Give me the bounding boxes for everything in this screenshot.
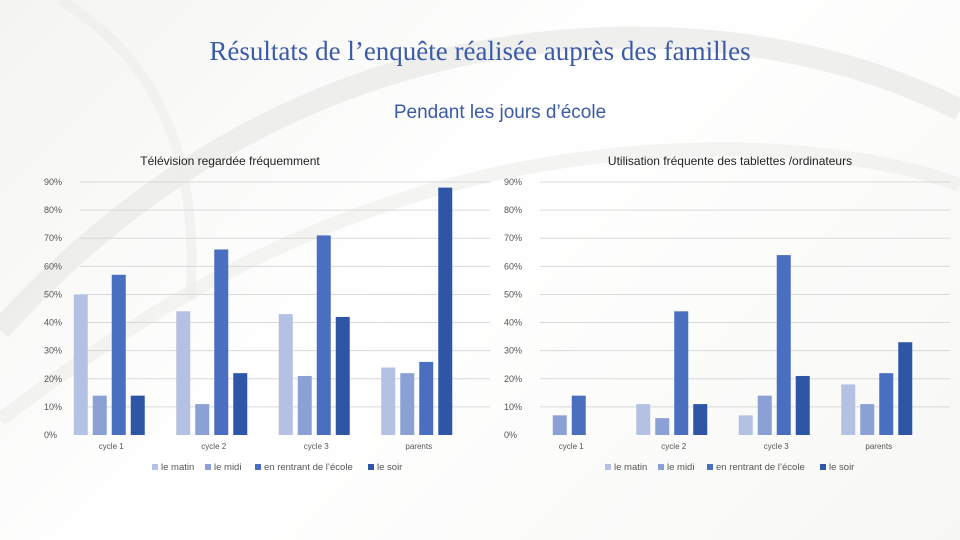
bar-2-4 <box>860 404 875 435</box>
y-tick-label: 20% <box>44 374 62 384</box>
bar-1-1 <box>73 294 88 435</box>
bar-1-3 <box>278 314 293 435</box>
bar-1-2 <box>636 404 651 435</box>
chart-title: Utilisation fréquente des tablettes /ord… <box>608 154 852 168</box>
bar-3-4 <box>879 373 894 435</box>
bar-4-2 <box>233 373 248 435</box>
slide-title: Résultats de l’enquête réalisée auprès d… <box>209 36 751 66</box>
legend-swatch <box>820 464 826 470</box>
y-tick-label: 70% <box>504 233 522 243</box>
y-tick-label: 80% <box>44 205 62 215</box>
bar-3-3 <box>776 255 791 435</box>
bar-2-1 <box>92 395 107 435</box>
bar-1-4 <box>841 384 856 435</box>
legend-swatch <box>658 464 664 470</box>
category-label: cycle 2 <box>201 442 226 451</box>
category-label: parents <box>865 442 892 451</box>
bar-3-2 <box>214 249 229 435</box>
legend-swatch <box>368 464 374 470</box>
legend-label: le matin <box>161 462 194 473</box>
y-tick-label: 60% <box>504 261 522 271</box>
bar-3-3 <box>316 235 331 435</box>
bar-2-1 <box>552 415 567 435</box>
bar-2-2 <box>195 404 210 435</box>
y-tick-label: 90% <box>504 177 522 187</box>
bar-3-2 <box>674 311 689 435</box>
y-tick-label: 20% <box>504 374 522 384</box>
bar-2-3 <box>297 375 312 435</box>
legend-swatch <box>152 464 158 470</box>
bar-2-3 <box>757 395 772 435</box>
legend-label: en rentrant de l’école <box>716 462 805 473</box>
category-label: cycle 1 <box>559 442 584 451</box>
bar-4-2 <box>693 404 708 435</box>
bar-1-3 <box>738 415 753 435</box>
y-tick-label: 40% <box>44 318 62 328</box>
bar-3-4 <box>419 361 434 435</box>
legend-swatch <box>605 464 611 470</box>
y-tick-label: 90% <box>44 177 62 187</box>
y-tick-label: 30% <box>504 346 522 356</box>
y-tick-label: 50% <box>44 289 62 299</box>
legend-label: en rentrant de l’école <box>264 462 353 473</box>
y-tick-label: 0% <box>44 430 57 440</box>
bar-4-4 <box>898 342 913 435</box>
legend-swatch <box>255 464 261 470</box>
y-tick-label: 0% <box>504 430 517 440</box>
bar-4-3 <box>335 316 350 435</box>
bar-1-4 <box>381 367 396 435</box>
television-chart: Télévision regardée fréquemment 0% 10% 20% 3… <box>44 154 490 473</box>
y-tick-label: 30% <box>44 346 62 356</box>
category-label: cycle 2 <box>661 442 686 451</box>
category-label: cycle 1 <box>99 442 124 451</box>
y-tick-label: 10% <box>504 402 522 412</box>
legend-swatch <box>707 464 713 470</box>
legend-label: le soir <box>377 462 402 473</box>
bar-2-4 <box>400 373 415 435</box>
legend-swatch <box>205 464 211 470</box>
chart-title: Télévision regardée fréquemment <box>140 154 320 168</box>
bar-4-4 <box>438 187 453 435</box>
bar-3-1 <box>571 395 586 435</box>
tablets-chart: Utilisation fréquente des tablettes /ord… <box>504 154 950 473</box>
category-label: cycle 3 <box>764 442 789 451</box>
bar-4-3 <box>795 375 810 435</box>
legend-label: le soir <box>829 462 854 473</box>
bar-2-2 <box>655 418 670 435</box>
legend-label: le midi <box>667 462 694 473</box>
legend-label: le matin <box>614 462 647 473</box>
y-tick-label: 70% <box>44 233 62 243</box>
category-label: cycle 3 <box>304 442 329 451</box>
y-tick-label: 50% <box>504 289 522 299</box>
category-label: parents <box>405 442 432 451</box>
bar-1-2 <box>176 311 191 435</box>
bar-3-1 <box>111 274 126 435</box>
y-tick-label: 40% <box>504 318 522 328</box>
y-tick-label: 10% <box>44 402 62 412</box>
slide-subtitle: Pendant les jours d’école <box>393 102 607 123</box>
bar-4-1 <box>130 395 145 435</box>
legend-label: le midi <box>214 462 241 473</box>
y-tick-label: 80% <box>504 205 522 215</box>
y-tick-label: 60% <box>44 261 62 271</box>
